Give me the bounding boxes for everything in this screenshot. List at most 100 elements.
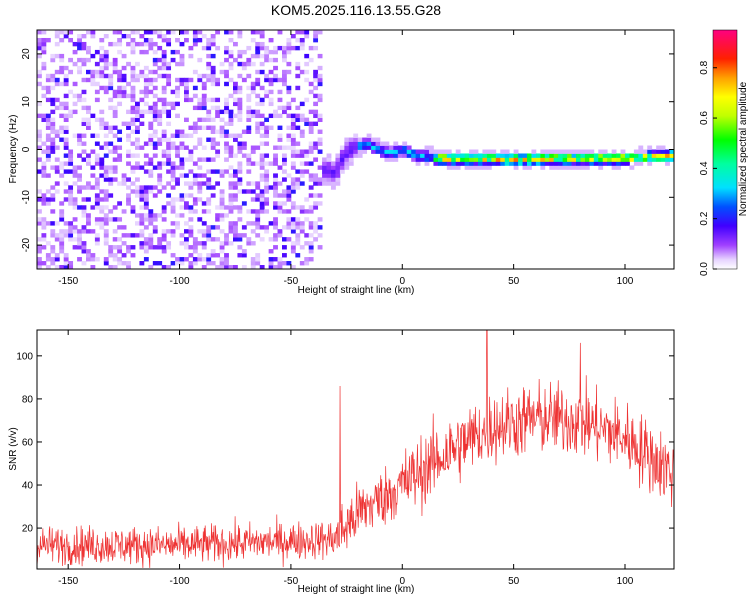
heatmap-cell [317, 81, 323, 87]
heatmap-cell [63, 117, 69, 123]
heatmap-cell [103, 145, 109, 150]
heatmap-cell [544, 157, 550, 162]
heatmap-cell [103, 57, 109, 63]
heatmap-cell [290, 249, 296, 254]
heatmap-cell [166, 201, 172, 206]
heatmap-cell [642, 149, 648, 154]
heatmap-cell [633, 153, 639, 158]
heatmap-cell [59, 241, 65, 246]
heatmap-cell [313, 101, 319, 107]
heatmap-cell [259, 157, 265, 162]
heatmap-cell [81, 45, 87, 51]
heatmap-cell [531, 153, 537, 158]
heatmap-cell [228, 149, 234, 154]
heatmap-cell [607, 161, 613, 166]
heatmap-cell [228, 229, 234, 234]
heatmap-cell [625, 161, 630, 166]
heatmap-cell [77, 241, 82, 246]
heatmap-cell [562, 157, 568, 162]
heatmap-cell [54, 165, 60, 170]
heatmap-cell [246, 153, 252, 158]
heatmap-cell [148, 209, 154, 214]
heatmap-cell [152, 69, 158, 75]
heatmap-cell [86, 249, 91, 254]
heatmap-cell [313, 201, 319, 206]
heatmap-cell [295, 105, 301, 111]
heatmap-cell [201, 97, 207, 103]
heatmap-cell [491, 153, 497, 158]
heatmap-cell [224, 133, 229, 138]
heatmap-cell [357, 145, 363, 150]
heatmap-cell [224, 253, 229, 258]
heatmap-cell [77, 69, 82, 75]
heatmap-cell [308, 193, 314, 198]
heatmap-cell [130, 141, 136, 146]
heatmap-cell [68, 169, 74, 174]
heatmap-cell [130, 73, 136, 79]
heatmap-cell [504, 157, 510, 162]
heatmap-cell [188, 193, 194, 198]
heatmap-cell [669, 149, 674, 154]
heatmap-cell [50, 249, 56, 254]
heatmap-cell [331, 177, 336, 182]
heatmap-cell [286, 209, 292, 214]
heatmap-cell [152, 117, 158, 123]
heatmap-cell [317, 233, 323, 238]
heatmap-cell [219, 197, 225, 202]
heatmap-cell [143, 169, 149, 174]
heatmap-cell [616, 161, 621, 166]
heatmap-cell [313, 221, 319, 226]
heatmap-cell [184, 181, 189, 186]
heatmap-cell [228, 205, 234, 210]
heatmap-cell [126, 193, 131, 198]
heatmap-cell [348, 157, 354, 162]
heatmap-cell [210, 65, 216, 71]
heatmap-cell [112, 245, 118, 250]
heatmap-cell [518, 153, 523, 158]
heatmap-cell [375, 137, 381, 142]
heatmap-cell [277, 193, 283, 198]
heatmap-cell [420, 157, 425, 162]
heatmap-cell [241, 233, 247, 238]
heatmap-cell [175, 181, 180, 186]
heatmap-cell [268, 237, 274, 242]
heatmap-cell [90, 265, 96, 269]
heatmap-cell [184, 77, 189, 83]
heatmap-cell [161, 205, 167, 210]
heatmap-cell [237, 161, 243, 166]
heatmap-cell [295, 30, 301, 35]
heatmap-cell [130, 253, 136, 258]
heatmap-cell [112, 113, 118, 119]
heatmap-cell [313, 33, 319, 39]
heatmap-cell [522, 157, 528, 162]
heatmap-cell [255, 69, 261, 75]
heatmap-cell [45, 149, 51, 154]
chart-title: KOM5.2025.116.13.55.G28 [271, 2, 441, 18]
heatmap-cell [161, 161, 167, 166]
heatmap-cell [228, 121, 234, 126]
heatmap-cell [68, 37, 74, 43]
heatmap-cell [108, 149, 114, 154]
heatmap-cell [308, 161, 314, 166]
heatmap-cell [273, 265, 278, 269]
heatmap-cell [135, 221, 140, 226]
heatmap-cell [143, 101, 149, 107]
heatmap-cell [317, 181, 323, 186]
heatmap-cell [157, 181, 163, 186]
heatmap-cell [112, 257, 118, 262]
heatmap-cell [339, 157, 345, 162]
heatmap-cell [166, 113, 172, 119]
heatmap-cell [228, 241, 234, 246]
heatmap-cell [206, 61, 212, 67]
heatmap-cell [384, 141, 390, 146]
heatmap-cell [273, 49, 278, 55]
heatmap-cell [625, 153, 630, 158]
heatmap-cell [112, 69, 118, 75]
heatmap-cell [264, 73, 270, 79]
snr-y-tick-label: 100 [16, 351, 33, 362]
heatmap-cell [54, 237, 60, 242]
heatmap-cell [90, 133, 96, 138]
heatmap-cell [50, 257, 56, 262]
heatmap-cell [264, 173, 270, 178]
